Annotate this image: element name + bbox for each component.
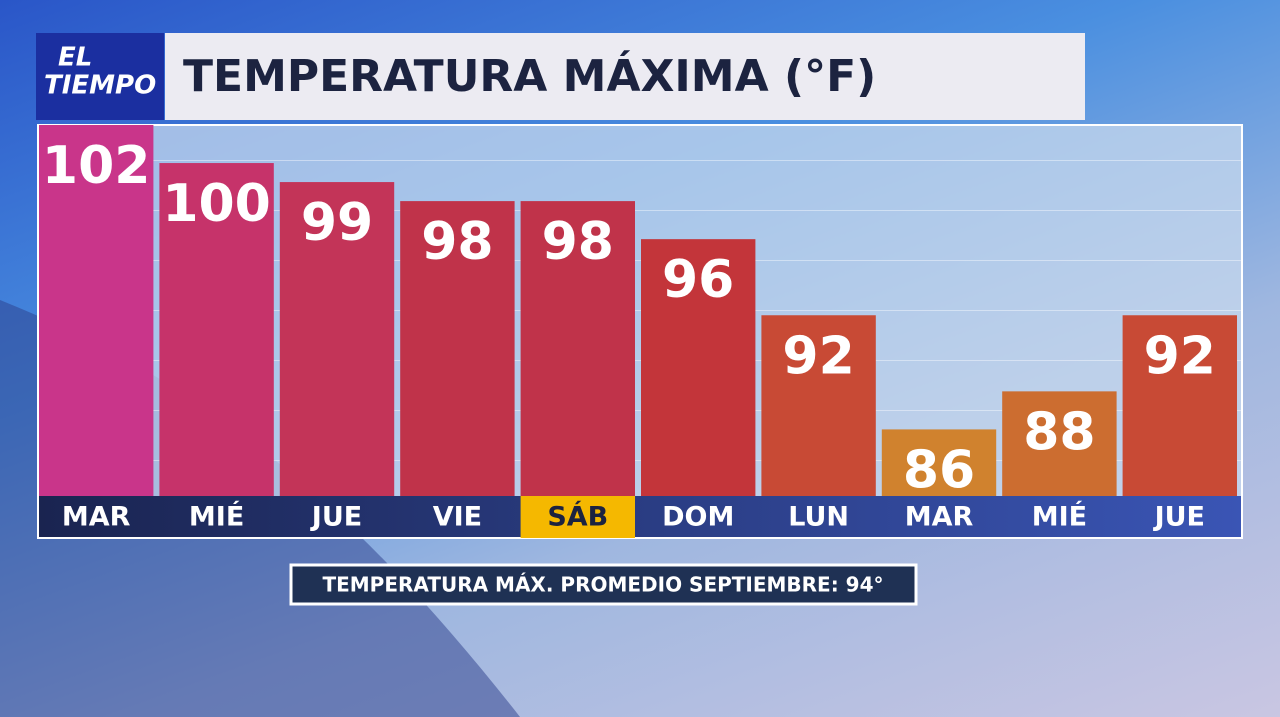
bar xyxy=(1002,391,1117,496)
note: TEMPERATURA MÁX. PROMEDIO SEPTIEMBRE: 94… xyxy=(322,573,883,597)
bar xyxy=(39,125,154,496)
value-label: 102 xyxy=(42,136,151,196)
chart-title: TEMPERATURA MÁXIMA (°F) xyxy=(183,49,876,102)
x-tick-label: VIE xyxy=(433,502,482,533)
bar xyxy=(1122,315,1237,496)
bar xyxy=(400,201,515,496)
value-label: 100 xyxy=(162,174,271,234)
title-box xyxy=(165,33,1085,120)
panel-border xyxy=(37,124,1243,539)
category-strip xyxy=(38,496,1242,538)
note-box xyxy=(289,563,918,606)
x-tick-label: JUE xyxy=(1153,502,1205,533)
bar xyxy=(520,201,635,496)
x-tick-label: JUE xyxy=(310,502,362,533)
logo-text: EL xyxy=(58,43,92,73)
value-label: 98 xyxy=(421,212,493,272)
logo-text: TIEMPO xyxy=(44,71,156,101)
x-tick-label: LUN xyxy=(788,502,849,533)
value-label: 99 xyxy=(301,193,373,253)
x-tick-label: MAR xyxy=(905,502,974,533)
logo-box xyxy=(36,33,164,120)
value-label: 92 xyxy=(782,326,854,386)
value-label: 88 xyxy=(1023,402,1095,462)
value-label: 92 xyxy=(1144,326,1216,386)
x-tick-label: MIÉ xyxy=(1032,501,1087,533)
x-tick-label: DOM xyxy=(662,502,734,533)
x-tick-label: MIÉ xyxy=(189,501,244,533)
bar xyxy=(159,163,274,497)
bar xyxy=(279,182,395,497)
highlight-label-bg xyxy=(520,496,635,538)
bar xyxy=(761,315,876,496)
x-tick-label: MAR xyxy=(62,502,131,533)
bar xyxy=(881,429,997,496)
value-label: 98 xyxy=(542,212,614,272)
x-tick-label: SÁB xyxy=(547,501,608,533)
bar xyxy=(641,239,756,496)
value-label: 86 xyxy=(903,440,975,500)
value-label: 96 xyxy=(662,250,734,310)
